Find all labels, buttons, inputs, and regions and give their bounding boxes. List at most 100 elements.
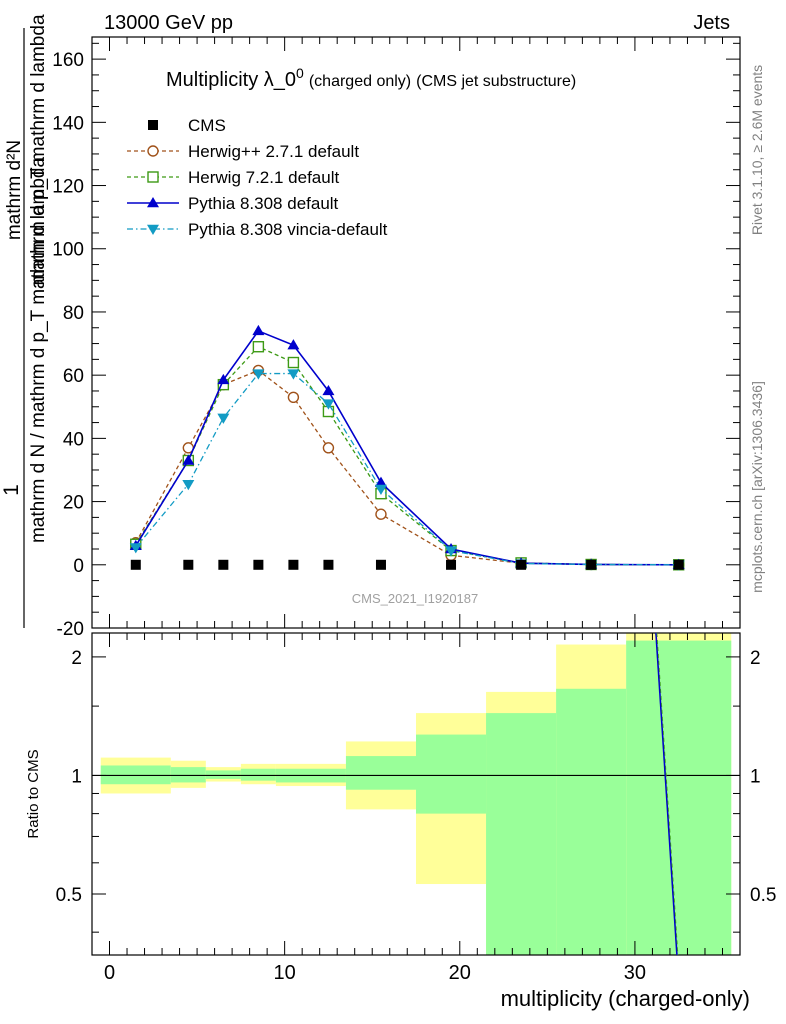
data-point bbox=[130, 559, 141, 570]
ylabel-numerator: 1 bbox=[0, 484, 23, 496]
ratio-y-tick-label: 2 bbox=[71, 648, 82, 669]
ylabel-top: mathrm d²N bbox=[4, 140, 25, 240]
ylabel-denominator: mathrm d N / mathrm d p_T mathrm d lambd… bbox=[28, 157, 49, 544]
series-line bbox=[135, 369, 679, 566]
ratio-y-axis-label: Ratio to CMS bbox=[25, 749, 42, 838]
data-point bbox=[252, 341, 265, 353]
data-point bbox=[287, 356, 300, 369]
legend-marker bbox=[147, 145, 159, 157]
legend-marker bbox=[147, 171, 159, 183]
title-suffix-cms: (CMS jet substructure) bbox=[416, 73, 576, 90]
data-point bbox=[375, 508, 387, 520]
main-y-tick-label: 120 bbox=[52, 177, 84, 198]
ratio-band-green-2 bbox=[205, 770, 241, 779]
legend-entry-1: Herwig++ 2.7.1 default bbox=[127, 142, 359, 161]
analysis-watermark: CMS_2021_I1920187 bbox=[352, 591, 479, 606]
main-axes: -20 0 20 40 60 80 100 120 140 160 bbox=[52, 37, 740, 640]
legend-entry-4: Pythia 8.308 vincia-default bbox=[127, 220, 388, 239]
legend-entry-0: CMS bbox=[148, 116, 226, 135]
legend-label: Pythia 8.308 vincia-default bbox=[188, 220, 388, 239]
data-point bbox=[673, 559, 684, 570]
data-point bbox=[182, 480, 195, 491]
legend-label: Pythia 8.308 default bbox=[188, 194, 339, 213]
main-y-tick-label: 20 bbox=[63, 493, 84, 514]
main-y-tick-label: 0 bbox=[73, 556, 84, 577]
title-suffix-charged: (charged only) bbox=[309, 73, 411, 90]
data-point bbox=[323, 559, 334, 570]
ratio-band-green-3 bbox=[240, 768, 276, 781]
data-point bbox=[586, 559, 597, 570]
main-y-tick-label: 160 bbox=[52, 50, 84, 71]
series-4 bbox=[129, 369, 685, 571]
main-panel-frame bbox=[91, 36, 741, 629]
data-point bbox=[287, 369, 300, 380]
ratio-uncertainty-bands bbox=[100, 633, 732, 955]
ratio-y-tick-label-right: 2 bbox=[750, 648, 761, 669]
data-point bbox=[217, 373, 230, 385]
data-point bbox=[182, 454, 195, 465]
data-point bbox=[218, 559, 229, 570]
main-y-tick-label: 60 bbox=[63, 366, 84, 387]
legend-label: Herwig++ 2.7.1 default bbox=[188, 142, 359, 161]
data-point bbox=[374, 484, 387, 495]
ratio-band-green-7 bbox=[486, 713, 557, 955]
ratio-band-green-6 bbox=[416, 734, 487, 814]
data-point bbox=[252, 324, 265, 336]
ratio-mc-line-alt bbox=[656, 632, 679, 956]
ratio-panel-frame bbox=[91, 632, 741, 956]
legend: CMS Herwig++ 2.7.1 default Herwig 7.2.1 de… bbox=[127, 116, 388, 239]
data-point bbox=[183, 559, 194, 570]
main-y-tick-label: 140 bbox=[52, 113, 84, 134]
ratio-lines bbox=[655, 632, 679, 956]
legend-entry-3: Pythia 8.308 default bbox=[127, 194, 339, 213]
data-point bbox=[217, 413, 230, 424]
ratio-band-green-8 bbox=[556, 688, 627, 955]
series-line bbox=[135, 329, 679, 566]
legend-marker bbox=[147, 224, 159, 235]
chart-title: Multiplicity λ_00 (charged only) (CMS jet … bbox=[166, 65, 576, 91]
legend-label: CMS bbox=[188, 116, 226, 135]
x-axis-label: multiplicity (charged-only) bbox=[501, 986, 750, 1011]
x-tick-label: 10 bbox=[274, 962, 296, 984]
legend-marker bbox=[147, 197, 159, 208]
series-1 bbox=[130, 364, 685, 571]
data-point bbox=[446, 559, 457, 570]
data-point bbox=[322, 399, 335, 410]
mcplots-label: mcplots.cern.ch [arXiv:1306.3436] bbox=[749, 381, 765, 593]
series-layer bbox=[129, 324, 685, 571]
ratio-y-tick-label-right: 1 bbox=[750, 766, 761, 787]
main-y-tick-label: 40 bbox=[63, 429, 84, 450]
title-superscript: 0 bbox=[296, 65, 304, 81]
main-y-axis-label: 1 mathrm d N / mathrm d p_T mathrm d lam… bbox=[0, 14, 49, 628]
data-point bbox=[287, 391, 300, 403]
data-point bbox=[287, 339, 300, 350]
data-point bbox=[445, 546, 458, 557]
main-y-tick-label: 80 bbox=[63, 303, 84, 324]
energy-label: 13000 GeV pp bbox=[104, 12, 233, 34]
legend-entry-2: Herwig 7.2.1 default bbox=[127, 168, 339, 187]
ratio-mc-line bbox=[655, 632, 678, 956]
x-tick-label: 20 bbox=[449, 962, 471, 984]
x-tick-label: 0 bbox=[104, 962, 115, 984]
x-tick-label: 30 bbox=[624, 962, 646, 984]
data-point bbox=[322, 442, 335, 454]
legend-label: Herwig 7.2.1 default bbox=[188, 168, 339, 187]
series-3 bbox=[129, 324, 685, 569]
series-2 bbox=[130, 341, 685, 571]
ratio-y-tick-label-right: 0.5 bbox=[750, 885, 776, 906]
series-0 bbox=[130, 559, 684, 570]
series-line bbox=[135, 372, 679, 566]
ratio-band-green-9 bbox=[626, 640, 732, 955]
rivet-version-label: Rivet 3.1.10, ≥ 2.6M events bbox=[749, 65, 765, 235]
series-line bbox=[135, 345, 679, 566]
data-point bbox=[252, 369, 265, 380]
data-point bbox=[374, 476, 387, 487]
data-point bbox=[288, 559, 299, 570]
ratio-band-green-1 bbox=[170, 767, 206, 783]
jets-label: Jets bbox=[693, 12, 730, 34]
legend-marker bbox=[148, 120, 158, 130]
ylabel-top-denominator: mathrm d p_T mathrm d lambda bbox=[28, 14, 49, 285]
data-point bbox=[253, 559, 264, 570]
ratio-y-tick-label: 1 bbox=[71, 766, 82, 787]
